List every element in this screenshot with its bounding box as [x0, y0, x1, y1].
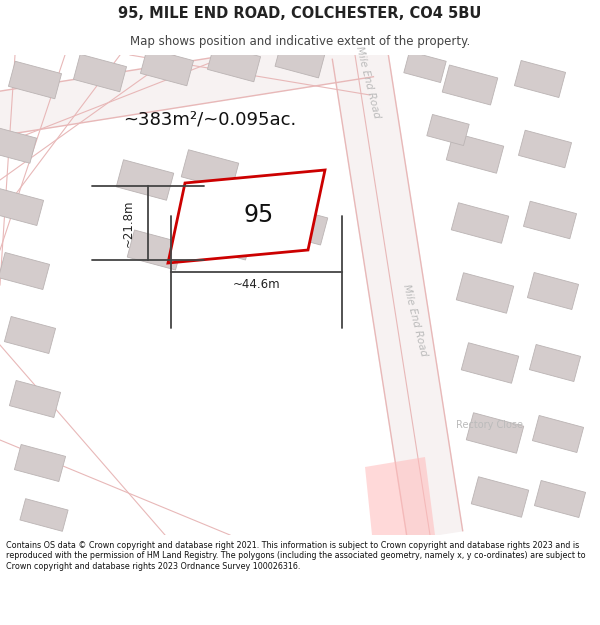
Polygon shape	[535, 481, 586, 518]
Polygon shape	[116, 160, 174, 200]
Polygon shape	[14, 444, 65, 481]
Text: ~21.8m: ~21.8m	[121, 199, 134, 247]
Polygon shape	[442, 65, 498, 105]
Polygon shape	[208, 44, 260, 82]
Text: 95: 95	[244, 202, 274, 226]
Polygon shape	[456, 272, 514, 313]
Polygon shape	[471, 477, 529, 518]
Polygon shape	[272, 205, 328, 245]
Text: Contains OS data © Crown copyright and database right 2021. This information is : Contains OS data © Crown copyright and d…	[6, 541, 586, 571]
Polygon shape	[523, 201, 577, 239]
Polygon shape	[0, 33, 373, 137]
Text: Mile End Road: Mile End Road	[354, 45, 382, 119]
Polygon shape	[4, 316, 56, 354]
Text: 95, MILE END ROAD, COLCHESTER, CO4 5BU: 95, MILE END ROAD, COLCHESTER, CO4 5BU	[118, 6, 482, 21]
Polygon shape	[0, 189, 44, 226]
Polygon shape	[451, 202, 509, 243]
Polygon shape	[197, 220, 253, 260]
Polygon shape	[466, 412, 524, 453]
Polygon shape	[332, 51, 463, 539]
Polygon shape	[527, 272, 578, 309]
Polygon shape	[8, 61, 62, 99]
Text: ~44.6m: ~44.6m	[233, 279, 280, 291]
Polygon shape	[518, 130, 572, 168]
Text: ~383m²/~0.095ac.: ~383m²/~0.095ac.	[124, 111, 296, 129]
Polygon shape	[275, 42, 325, 78]
Polygon shape	[427, 114, 469, 146]
Polygon shape	[181, 150, 239, 190]
Polygon shape	[532, 416, 584, 452]
Polygon shape	[0, 253, 50, 289]
Polygon shape	[73, 54, 127, 92]
Polygon shape	[20, 499, 68, 531]
Text: Mile End Road: Mile End Road	[401, 283, 429, 357]
Polygon shape	[168, 170, 325, 263]
Polygon shape	[529, 344, 581, 381]
Polygon shape	[514, 61, 566, 98]
Polygon shape	[10, 381, 61, 418]
Text: Map shows position and indicative extent of the property.: Map shows position and indicative extent…	[130, 35, 470, 48]
Polygon shape	[0, 127, 37, 163]
Polygon shape	[140, 48, 194, 86]
Polygon shape	[446, 132, 504, 173]
Polygon shape	[404, 51, 446, 82]
Text: Rectory Close: Rectory Close	[457, 420, 523, 430]
Polygon shape	[365, 457, 435, 535]
Polygon shape	[461, 342, 519, 383]
Polygon shape	[127, 230, 183, 270]
